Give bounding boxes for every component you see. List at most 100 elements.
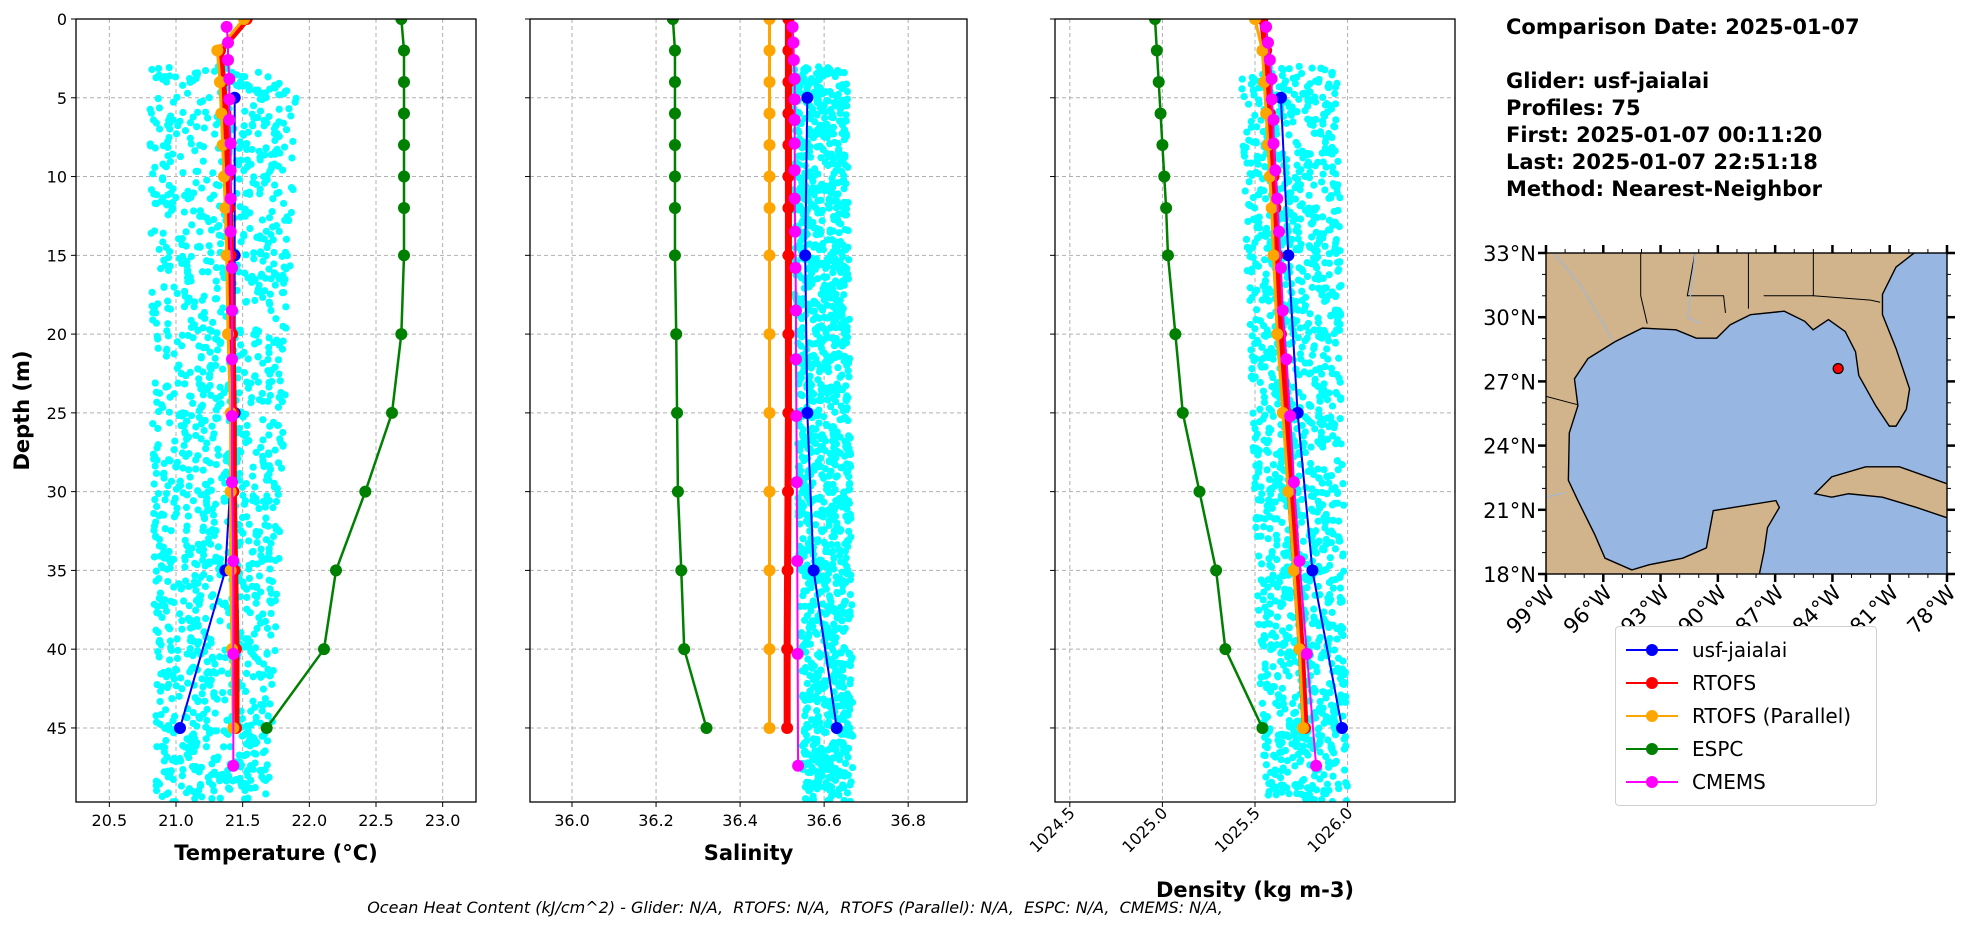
glider-scatter-point xyxy=(828,124,836,132)
glider-scatter-point xyxy=(801,712,809,720)
glider-scatter-point xyxy=(817,576,825,584)
glider-scatter-point xyxy=(248,394,256,402)
glider-scatter-point xyxy=(239,491,247,500)
glider-scatter-point xyxy=(242,585,251,593)
glider-scatter-point xyxy=(154,94,162,103)
glider-scatter-point xyxy=(162,352,171,360)
glider-scatter-point xyxy=(799,535,807,543)
glider-scatter-point xyxy=(187,411,196,420)
glider-scatter-point xyxy=(163,565,171,573)
series-marker-rtofs-parallel xyxy=(763,249,776,262)
glider-scatter-point xyxy=(188,763,197,771)
series-marker-espc xyxy=(1256,721,1269,734)
glider-scatter-point xyxy=(203,658,211,666)
lon-tick-label: 78°W xyxy=(1903,580,1961,638)
x-tick-label: 1026.0 xyxy=(1303,803,1356,856)
glider-scatter-point xyxy=(846,450,855,459)
glider-scatter-point xyxy=(198,184,206,192)
series-marker-cmems xyxy=(789,225,802,238)
glider-scatter-point xyxy=(831,408,839,416)
glider-scatter-point xyxy=(201,697,209,705)
glider-scatter-point xyxy=(183,542,191,550)
glider-scatter-point xyxy=(837,558,845,566)
glider-scatter-point xyxy=(798,144,806,152)
glider-scatter-point xyxy=(267,539,275,547)
glider-scatter-point xyxy=(1280,85,1288,93)
glider-scatter-point xyxy=(254,655,262,663)
glider-scatter-point xyxy=(1307,785,1315,793)
x-tick-label: 1024.5 xyxy=(1026,803,1079,856)
glider-scatter-point xyxy=(246,224,254,233)
glider-scatter-point xyxy=(271,150,279,158)
glider-scatter-point xyxy=(1295,511,1304,519)
glider-scatter-point xyxy=(822,545,830,553)
glider-scatter-point xyxy=(1308,283,1316,291)
glider-scatter-point xyxy=(242,642,250,650)
glider-scatter-point xyxy=(203,176,211,184)
glider-scatter-point xyxy=(1278,781,1286,790)
glider-scatter-point xyxy=(1256,405,1264,413)
glider-scatter-point xyxy=(843,444,851,453)
x-tick-label: 23.0 xyxy=(425,811,461,830)
glider-scatter-point xyxy=(209,169,217,177)
glider-scatter-point xyxy=(212,394,220,403)
glider-scatter-point xyxy=(216,383,224,391)
glider-scatter-point xyxy=(248,582,256,590)
glider-scatter-point xyxy=(167,477,176,485)
glider-scatter-point xyxy=(156,589,165,597)
glider-scatter-point xyxy=(1258,560,1266,568)
glider-scatter-point xyxy=(838,463,847,471)
glider-scatter-point xyxy=(1333,457,1341,465)
glider-scatter-point xyxy=(809,597,817,605)
glider-scatter-point xyxy=(212,415,220,423)
series-marker-cmems xyxy=(788,137,801,150)
glider-scatter-point xyxy=(1326,554,1334,562)
glider-scatter-point xyxy=(1262,761,1270,769)
glider-scatter-point xyxy=(798,333,806,341)
glider-scatter-point xyxy=(1298,287,1306,295)
glider-scatter-point xyxy=(1255,620,1263,628)
series-marker-usf-jaialai xyxy=(1336,721,1349,734)
glider-scatter-point xyxy=(159,470,168,478)
glider-scatter-point xyxy=(279,442,287,450)
glider-scatter-point xyxy=(1291,195,1300,203)
glider-scatter-point xyxy=(158,683,166,691)
glider-scatter-point xyxy=(202,735,210,743)
glider-scatter-point xyxy=(1293,317,1301,325)
glider-scatter-point xyxy=(256,95,264,103)
glider-scatter-point xyxy=(817,556,825,564)
glider-scatter-point xyxy=(831,504,839,512)
glider-scatter-point xyxy=(179,108,187,117)
glider-scatter-point xyxy=(1316,633,1324,642)
glider-scatter-point xyxy=(1323,490,1331,498)
glider-scatter-point xyxy=(1302,323,1310,331)
glider-scatter-point xyxy=(834,210,843,218)
glider-scatter-point xyxy=(196,780,205,789)
glider-scatter-point xyxy=(202,614,210,623)
glider-scatter-point xyxy=(808,307,816,315)
glider-scatter-point xyxy=(794,126,802,134)
glider-scatter-point xyxy=(217,240,225,248)
glider-scatter-point xyxy=(798,453,806,461)
series-marker-rtofs-parallel xyxy=(1297,721,1310,734)
glider-scatter-point xyxy=(211,354,219,362)
glider-scatter-point xyxy=(1325,759,1333,767)
glider-scatter-point xyxy=(1255,460,1263,468)
glider-scatter-point xyxy=(821,507,830,515)
glider-scatter-point xyxy=(198,690,206,698)
glider-scatter-point xyxy=(848,763,857,772)
glider-scatter-point xyxy=(203,494,211,502)
glider-scatter-point xyxy=(1310,344,1318,353)
glider-scatter-point xyxy=(832,278,841,286)
glider-scatter-point xyxy=(280,90,288,98)
series-marker-espc xyxy=(668,249,681,262)
glider-scatter-point xyxy=(183,650,191,658)
glider-scatter-point xyxy=(171,437,179,445)
series-marker-cmems xyxy=(790,476,803,489)
glider-scatter-point xyxy=(166,305,175,313)
glider-scatter-point xyxy=(1285,198,1294,206)
glider-scatter-point xyxy=(1252,523,1260,532)
y-tick-label: 15 xyxy=(47,246,67,265)
glider-scatter-point xyxy=(837,302,846,311)
